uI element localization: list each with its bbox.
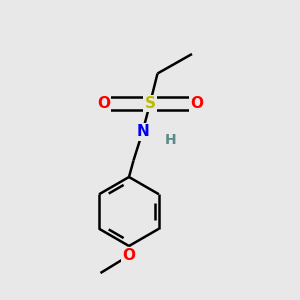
Text: S: S bbox=[145, 96, 155, 111]
Text: O: O bbox=[190, 96, 203, 111]
Text: H: H bbox=[165, 133, 177, 146]
Text: N: N bbox=[136, 124, 149, 140]
Text: O: O bbox=[122, 248, 136, 263]
Text: O: O bbox=[97, 96, 110, 111]
